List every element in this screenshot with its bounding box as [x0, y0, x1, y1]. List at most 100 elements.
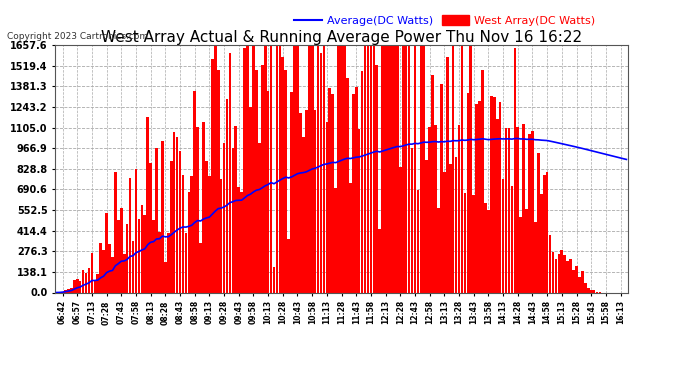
Bar	[287, 239, 290, 292]
Bar	[511, 186, 513, 292]
Bar	[228, 53, 231, 292]
Bar	[120, 209, 123, 292]
Bar	[282, 57, 284, 292]
Bar	[361, 71, 364, 292]
Bar	[108, 244, 111, 292]
Bar	[237, 187, 240, 292]
Bar	[475, 104, 478, 292]
Bar	[469, 45, 472, 292]
Bar	[355, 87, 357, 292]
Bar	[284, 70, 287, 292]
Bar	[293, 45, 296, 292]
Bar	[328, 88, 331, 292]
Bar	[537, 153, 540, 292]
Bar	[149, 163, 152, 292]
Bar	[552, 252, 554, 292]
Bar	[70, 288, 72, 292]
Bar	[584, 283, 586, 292]
Bar	[370, 45, 372, 292]
Bar	[499, 102, 502, 292]
Bar	[387, 45, 390, 292]
Bar	[399, 166, 402, 292]
Bar	[402, 45, 404, 292]
Bar	[346, 78, 348, 292]
Bar	[205, 161, 208, 292]
Bar	[393, 45, 396, 292]
Legend: Average(DC Watts), West Array(DC Watts): Average(DC Watts), West Array(DC Watts)	[290, 11, 600, 30]
Bar	[343, 45, 346, 292]
Bar	[366, 45, 369, 292]
Bar	[267, 91, 270, 292]
Bar	[132, 242, 135, 292]
Bar	[73, 280, 76, 292]
Bar	[420, 45, 422, 292]
Bar	[129, 178, 131, 292]
Bar	[102, 250, 105, 292]
Bar	[258, 143, 261, 292]
Bar	[522, 123, 525, 292]
Bar	[126, 224, 128, 292]
Bar	[85, 273, 88, 292]
Bar	[317, 45, 319, 292]
Bar	[181, 175, 184, 292]
Bar	[223, 143, 226, 292]
Bar	[232, 148, 234, 292]
Text: Copyright 2023 Cartronics.com: Copyright 2023 Cartronics.com	[7, 32, 148, 41]
Bar	[261, 65, 264, 292]
Bar	[188, 192, 190, 292]
Bar	[587, 288, 589, 292]
Bar	[490, 96, 493, 292]
Bar	[179, 151, 181, 292]
Bar	[199, 243, 202, 292]
Bar	[255, 70, 257, 292]
Bar	[443, 172, 446, 292]
Bar	[375, 66, 378, 292]
Bar	[417, 190, 420, 292]
Bar	[569, 259, 572, 292]
Bar	[564, 255, 566, 292]
Bar	[158, 232, 161, 292]
Bar	[566, 261, 569, 292]
Bar	[408, 45, 411, 292]
Bar	[184, 233, 187, 292]
Bar	[496, 118, 499, 292]
Bar	[481, 70, 484, 292]
Bar	[461, 46, 463, 292]
Bar	[299, 114, 302, 292]
Bar	[311, 45, 313, 292]
Bar	[264, 45, 266, 292]
Bar	[172, 132, 175, 292]
Bar	[226, 99, 228, 292]
Bar	[473, 195, 475, 292]
Bar	[525, 210, 528, 292]
Bar	[211, 58, 214, 292]
Bar	[378, 229, 381, 292]
Bar	[111, 258, 114, 292]
Bar	[452, 45, 455, 292]
Bar	[114, 172, 117, 292]
Bar	[79, 281, 81, 292]
Bar	[155, 148, 158, 292]
Bar	[337, 45, 340, 292]
Bar	[164, 262, 167, 292]
Bar	[446, 57, 448, 292]
Bar	[326, 122, 328, 292]
Bar	[244, 48, 246, 292]
Bar	[493, 98, 495, 292]
Bar	[76, 279, 79, 292]
Bar	[190, 176, 193, 292]
Bar	[67, 289, 70, 292]
Bar	[434, 124, 437, 292]
Bar	[457, 125, 460, 292]
Bar	[90, 253, 93, 292]
Bar	[534, 222, 537, 292]
Bar	[373, 45, 375, 292]
Bar	[426, 159, 428, 292]
Bar	[217, 70, 219, 292]
Bar	[146, 117, 149, 292]
Bar	[117, 219, 119, 292]
Bar	[305, 110, 308, 292]
Bar	[508, 128, 511, 292]
Bar	[302, 137, 305, 292]
Bar	[170, 160, 172, 292]
